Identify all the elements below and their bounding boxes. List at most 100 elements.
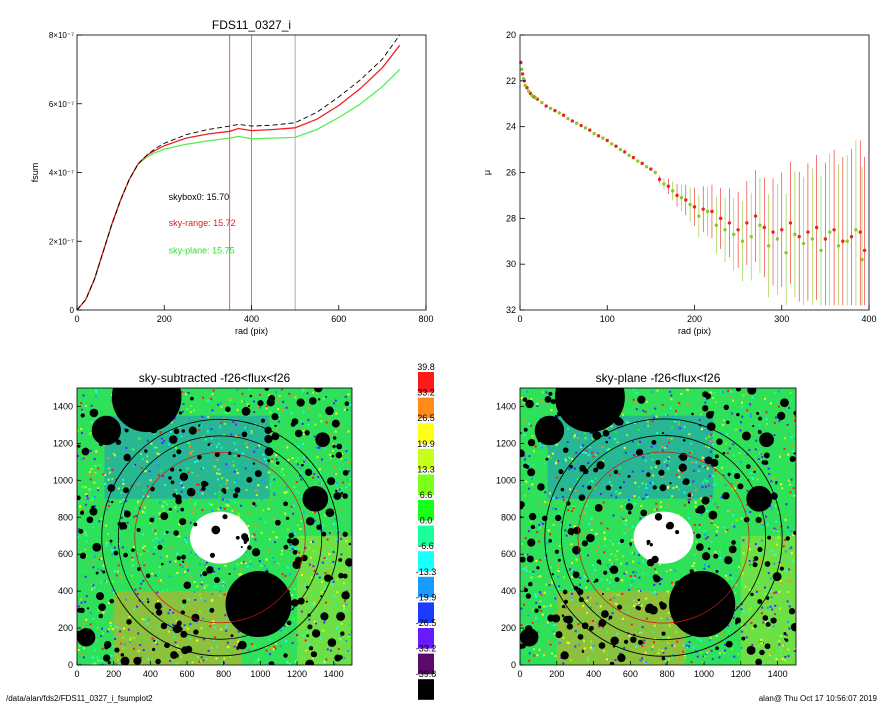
img2-speckle-979 xyxy=(110,618,113,621)
img3-speckle-1082 xyxy=(556,443,559,446)
fsum-series-2 xyxy=(76,34,401,311)
img2-speckle-204 xyxy=(257,484,260,487)
img3-speckle-445 xyxy=(634,502,637,505)
img3-speckle-692 xyxy=(605,578,608,581)
img3-speckle-912 xyxy=(634,603,637,606)
img2-speckle-494 xyxy=(219,506,222,509)
img3-mask-235 xyxy=(757,546,763,553)
img3-mask-172 xyxy=(750,592,754,597)
img3-mask-254 xyxy=(530,524,536,530)
img2-speckle-1086 xyxy=(305,629,308,632)
img2-speckle-306 xyxy=(180,435,183,438)
img3-speckle-310 xyxy=(603,536,606,539)
img2-ytick-label-6: 1200 xyxy=(53,438,73,448)
img3-speckle-179 xyxy=(540,400,543,403)
img3-mask-173 xyxy=(617,653,626,663)
img3-bigmask-5 xyxy=(520,628,539,647)
img2-speckle-127 xyxy=(234,508,237,511)
img3-speckle-991 xyxy=(530,520,533,523)
img3-speckle-328 xyxy=(663,609,666,612)
img2-speckle-462 xyxy=(320,591,323,594)
img2-speckle-803 xyxy=(303,460,306,463)
img2-speckle-765 xyxy=(311,511,314,514)
img3-speckle-254 xyxy=(761,525,764,528)
img2-speckle-170 xyxy=(171,445,174,448)
img3-speckle-669 xyxy=(724,484,727,487)
img3-mask-231 xyxy=(586,533,595,543)
mu-point-0-28 xyxy=(727,221,732,225)
img2-speckle-978 xyxy=(216,646,219,649)
img3-speckle-1148 xyxy=(557,564,560,567)
img2-speckle-951 xyxy=(111,553,114,556)
img3-speckle-1335 xyxy=(608,481,611,484)
img3-speckle-1204 xyxy=(559,641,562,644)
img2-speckle-63 xyxy=(278,395,281,398)
img3-speckle-473 xyxy=(637,589,640,592)
img3-mask-187 xyxy=(534,608,539,613)
img3-speckle-1310 xyxy=(748,569,751,572)
img3-speckle-1236 xyxy=(727,624,730,627)
img3-mask-127 xyxy=(669,482,672,485)
img2-mask-159 xyxy=(153,639,156,642)
img2-speckle-1075 xyxy=(133,549,136,552)
img3-speckle-715 xyxy=(651,645,654,648)
img3-speckle-1085 xyxy=(617,492,620,495)
img2-speckle-1024 xyxy=(167,623,170,626)
img2-speckle-30 xyxy=(226,466,229,469)
img2-speckle-636 xyxy=(121,486,124,489)
img3-speckle-619 xyxy=(705,509,708,512)
mu-point-0-16 xyxy=(623,150,627,154)
img3-speckle-112 xyxy=(599,605,602,608)
img2-speckle-938 xyxy=(295,490,298,493)
img2-speckle-983 xyxy=(288,392,291,395)
mu-point-0-11 xyxy=(579,123,583,128)
img3-speckle-1284 xyxy=(682,644,685,647)
img3-speckle-1100 xyxy=(526,482,529,485)
mu-point-0-15 xyxy=(614,144,618,148)
img2-speckle-846 xyxy=(193,581,196,584)
img2-speckle-641 xyxy=(331,583,334,586)
fsum-xlabel: rad (pix) xyxy=(235,326,268,336)
img2-speckle-163 xyxy=(337,529,340,532)
img3-speckle-828 xyxy=(756,478,759,481)
img2-speckle-251 xyxy=(179,598,182,601)
img3-speckle-546 xyxy=(633,452,636,455)
img2-mask-122 xyxy=(247,545,252,550)
img3-speckle-872 xyxy=(558,544,561,547)
img3-speckle-230 xyxy=(730,522,733,525)
img3-speckle-1307 xyxy=(780,483,783,486)
img3-speckle-309 xyxy=(652,596,655,599)
img3-speckle-1330 xyxy=(575,451,578,454)
img3-mask-232 xyxy=(638,639,644,645)
img2-speckle-510 xyxy=(274,536,277,539)
img2-speckle-1144 xyxy=(336,625,339,628)
img3-speckle-896 xyxy=(651,414,654,417)
img2-speckle-328 xyxy=(93,472,96,475)
img2-speckle-374 xyxy=(294,394,297,397)
mu-point-0-43 xyxy=(858,230,862,234)
img3-speckle-76 xyxy=(595,602,598,605)
img2-speckle-1039 xyxy=(310,576,313,579)
img3-speckle-1232 xyxy=(622,518,625,521)
mu-ylabel: μ xyxy=(482,170,492,175)
img3-mask-229 xyxy=(661,631,666,636)
img2-speckle-198 xyxy=(326,648,329,651)
img2-speckle-119 xyxy=(190,404,193,407)
img3-speckle-918 xyxy=(782,644,785,647)
img2-speckle-842 xyxy=(87,434,90,437)
img2-speckle-373 xyxy=(322,629,325,632)
img2-speckle-1303 xyxy=(165,603,168,606)
img2-speckle-1241 xyxy=(163,501,166,504)
img3-speckle-556 xyxy=(633,604,636,607)
img2-speckle-1094 xyxy=(137,500,140,503)
img2-speckle-126 xyxy=(313,519,316,522)
img3-speckle-79 xyxy=(540,451,543,454)
img2-speckle-417 xyxy=(211,598,214,601)
img2-speckle-61 xyxy=(233,454,236,457)
img3-mask-16 xyxy=(767,535,772,540)
img2-speckle-901 xyxy=(188,445,191,448)
img2-speckle-187 xyxy=(222,434,225,437)
img3-speckle-1192 xyxy=(674,413,677,416)
img3-speckle-1141 xyxy=(633,495,636,498)
img3-speckle-34 xyxy=(704,401,707,404)
